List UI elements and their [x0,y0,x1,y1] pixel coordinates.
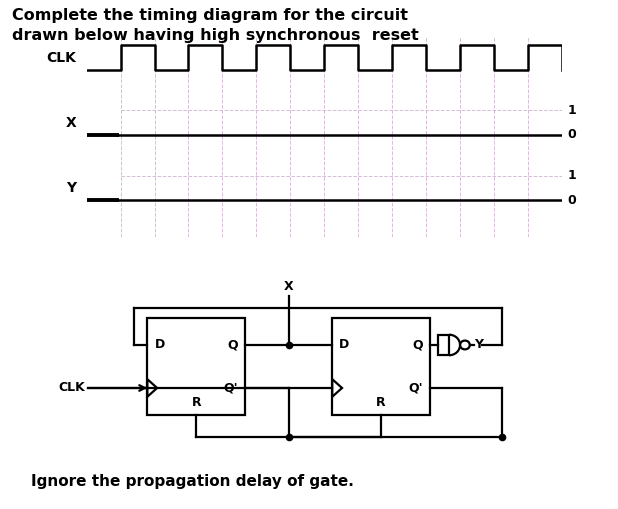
Text: R: R [376,397,386,409]
Text: X: X [66,116,77,130]
Text: 1: 1 [567,104,576,117]
Text: Y: Y [66,181,77,195]
Text: X: X [284,280,294,293]
Text: Q: Q [227,338,238,352]
Text: Q: Q [412,338,423,352]
Text: D: D [339,338,350,352]
Text: Complete the timing diagram for the circuit: Complete the timing diagram for the circ… [12,8,408,22]
Text: Y: Y [474,338,483,352]
Text: CLK: CLK [58,381,85,394]
Text: drawn below having high synchronous  reset: drawn below having high synchronous rese… [12,28,419,43]
Bar [147,318,245,415]
Text: 0: 0 [567,193,576,207]
Text: 1: 1 [567,169,576,182]
Text: Q': Q' [224,381,238,394]
Text: CLK: CLK [46,50,77,65]
Text: D: D [154,338,164,352]
Text: Ignore the propagation delay of gate.: Ignore the propagation delay of gate. [31,474,353,489]
Text: R: R [192,397,201,409]
Bar [438,335,449,355]
Bar [332,318,430,415]
Text: Q': Q' [408,381,423,394]
Text: 0: 0 [567,128,576,142]
